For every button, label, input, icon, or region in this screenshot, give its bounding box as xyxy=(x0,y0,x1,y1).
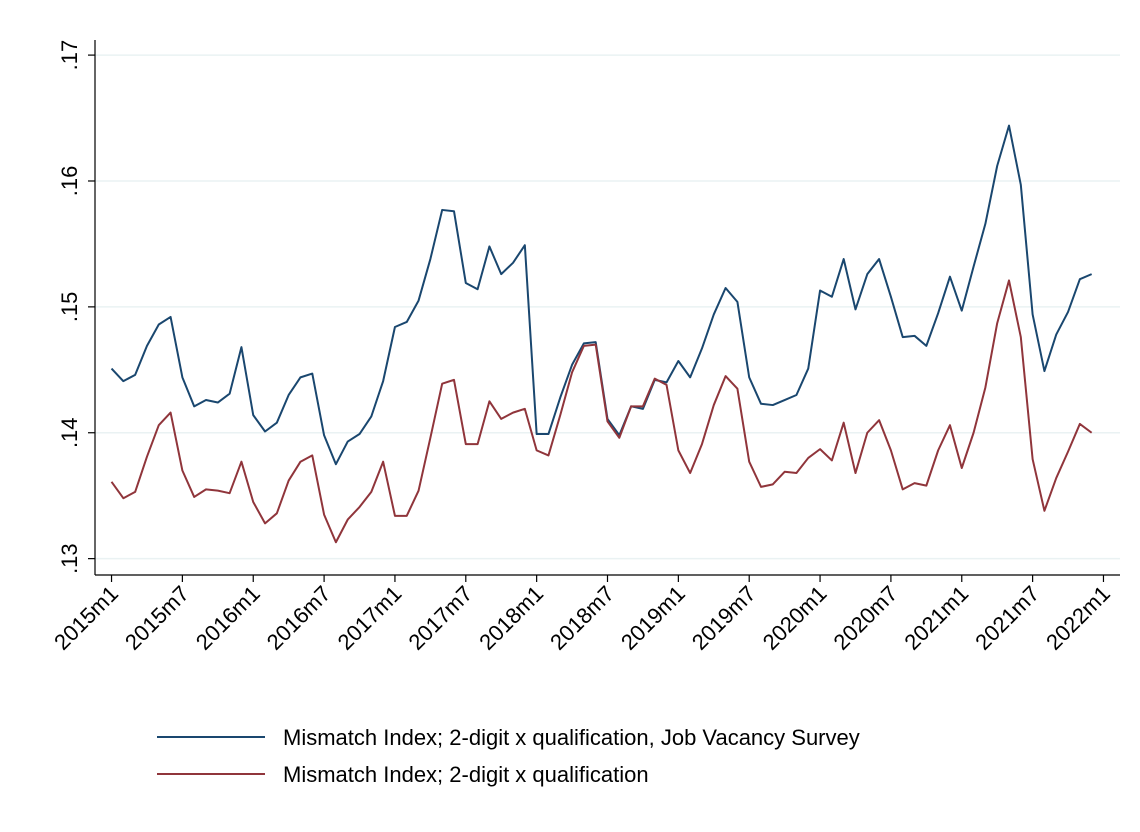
x-tick-label: 2019m7 xyxy=(687,581,761,655)
x-tick-label: 2022m1 xyxy=(1041,581,1115,655)
legend-label: Mismatch Index; 2-digit x qualification,… xyxy=(283,725,860,750)
x-tick-label: 2020m1 xyxy=(758,581,832,655)
legend-label: Mismatch Index; 2-digit x qualification xyxy=(283,762,649,787)
x-tick-label: 2017m7 xyxy=(403,581,477,655)
x-tick-label: 2016m7 xyxy=(262,581,336,655)
y-tick-label: .14 xyxy=(57,417,82,448)
x-tick-label: 2019m1 xyxy=(616,581,690,655)
x-tick-label: 2021m7 xyxy=(970,581,1044,655)
x-tick-label: 2021m1 xyxy=(899,581,973,655)
y-tick-label: .17 xyxy=(57,40,82,71)
x-tick-label: 2018m7 xyxy=(545,581,619,655)
y-tick-label: .15 xyxy=(57,292,82,323)
x-tick-label: 2016m1 xyxy=(191,581,265,655)
y-tick-label: .16 xyxy=(57,166,82,197)
series-line xyxy=(110,279,1093,544)
x-tick-label: 2020m7 xyxy=(829,581,903,655)
x-tick-label: 2015m7 xyxy=(120,581,194,655)
x-tick-label: 2018m1 xyxy=(474,581,548,655)
series-line xyxy=(110,124,1093,466)
x-tick-label: 2015m1 xyxy=(49,581,123,655)
y-tick-label: .13 xyxy=(57,543,82,574)
x-tick-label: 2017m1 xyxy=(333,581,407,655)
